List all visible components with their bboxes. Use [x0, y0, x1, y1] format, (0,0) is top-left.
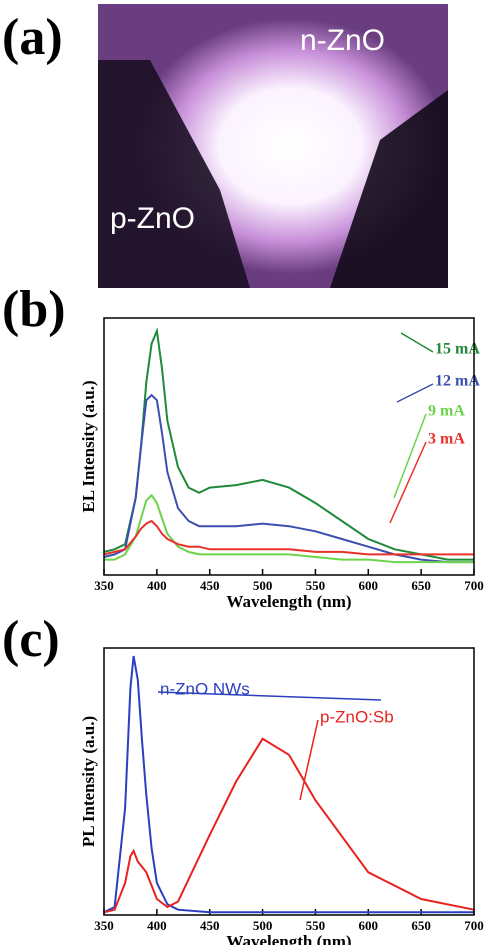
leader-line — [393, 413, 427, 499]
x-tick-label: 700 — [464, 578, 484, 593]
series-label: 12 mA — [435, 373, 480, 390]
x-tick-label: 600 — [359, 918, 379, 933]
x-tick-label: 400 — [147, 918, 167, 933]
series-label: 9 mA — [428, 403, 465, 420]
panel-label: (c) — [2, 611, 60, 668]
series-label: 15 mA — [435, 341, 480, 358]
series-line — [103, 655, 474, 914]
x-tick-label: 450 — [200, 578, 220, 593]
x-tick-label: 500 — [253, 918, 273, 933]
leader-line — [400, 332, 434, 353]
panel-label: (b) — [2, 281, 66, 338]
n-crystal — [330, 90, 448, 288]
photo: n-ZnO p-ZnO — [98, 4, 448, 288]
x-tick-label: 350 — [94, 578, 114, 593]
x-tick-label: 550 — [306, 918, 326, 933]
series-label: n-ZnO NWs — [160, 679, 250, 698]
x-tick-label: 500 — [253, 578, 273, 593]
x-tick-label: 650 — [411, 578, 431, 593]
series-line — [103, 519, 474, 556]
x-tick-label: 350 — [94, 918, 114, 933]
y-axis-label: PL Intensity (a.u.) — [79, 716, 98, 847]
x-axis-label: Wavelength (nm) — [226, 932, 351, 945]
leader-line — [299, 719, 319, 801]
plot-frame — [103, 647, 475, 916]
x-tick-label: 700 — [464, 918, 484, 933]
series-label: 3 mA — [428, 431, 465, 448]
series-label: p-ZnO:Sb — [320, 707, 394, 726]
panel-label: (a) — [2, 9, 63, 66]
leader-line — [396, 383, 434, 403]
leader-line — [157, 691, 382, 701]
x-axis-label: Wavelength (nm) — [226, 592, 351, 611]
y-axis-label: EL Intensity (a.u.) — [79, 380, 98, 512]
leader-line — [389, 441, 427, 524]
series-line — [103, 393, 474, 564]
photo-label: p-ZnO — [110, 202, 195, 235]
x-tick-label: 400 — [147, 578, 167, 593]
x-tick-label: 650 — [411, 918, 431, 933]
x-tick-label: 600 — [359, 578, 379, 593]
series-line — [103, 737, 475, 914]
x-tick-label: 550 — [306, 578, 326, 593]
plot-frame — [103, 317, 475, 576]
x-tick-label: 450 — [200, 918, 220, 933]
series-line — [104, 493, 474, 564]
p-crystal — [98, 60, 250, 288]
photo-label: n-ZnO — [300, 24, 385, 57]
